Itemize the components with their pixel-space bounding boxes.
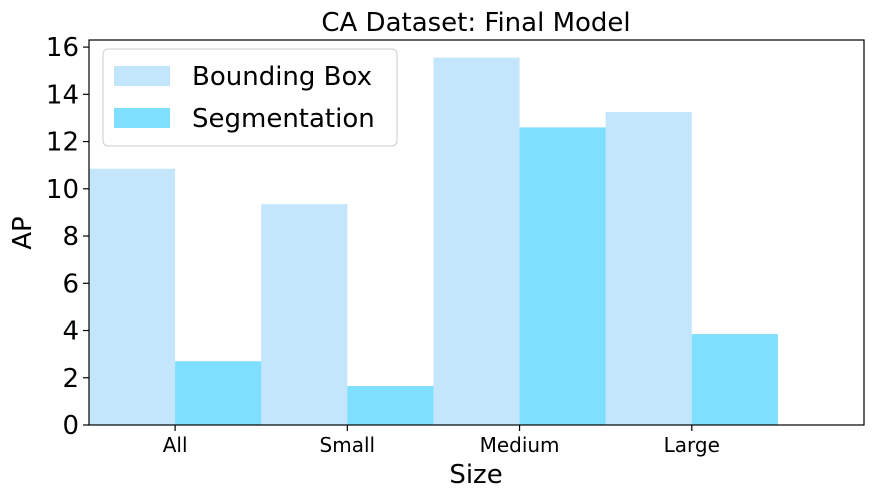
- legend-box: [102, 48, 398, 147]
- y-tick-label: 10: [46, 175, 79, 205]
- segmentation-bar-medium: [519, 127, 606, 425]
- legend-label-bounding-box: Bounding Box: [192, 62, 372, 92]
- y-tick-label: 16: [46, 33, 79, 63]
- y-tick-label: 14: [46, 80, 79, 110]
- y-tick-label: 8: [62, 222, 79, 252]
- y-tick-label: 12: [46, 128, 79, 158]
- segmentation-bar-large: [691, 334, 778, 425]
- segmentation-bar-small: [347, 386, 434, 425]
- legend-label-segmentation: Segmentation: [192, 104, 375, 134]
- x-tick-label-large: Large: [664, 433, 720, 457]
- y-tick-label: 4: [62, 317, 79, 347]
- bbox-bar-small: [261, 204, 348, 425]
- segmentation-bar-all: [175, 361, 262, 425]
- x-tick-label-all: All: [163, 433, 188, 457]
- x-tick-label-medium: Medium: [480, 433, 560, 457]
- legend: Bounding Box Segmentation: [102, 48, 398, 147]
- y-axis-label: AP: [8, 216, 38, 249]
- x-axis-label: Size: [449, 460, 502, 490]
- x-axis: All Small Medium Large: [163, 425, 720, 457]
- bars-layer: [89, 57, 778, 426]
- y-axis: 0 2 4 6 8 10 12 14 16: [46, 33, 89, 441]
- y-tick-label: 2: [62, 364, 79, 394]
- legend-swatch-bounding-box: [114, 66, 170, 86]
- chart-title: CA Dataset: Final Model: [321, 8, 630, 38]
- bbox-bar-large: [605, 112, 692, 425]
- y-tick-label: 6: [62, 269, 79, 299]
- bbox-bar-all: [89, 168, 176, 425]
- legend-swatch-segmentation: [114, 108, 170, 128]
- y-tick-label: 0: [62, 411, 79, 441]
- x-tick-label-small: Small: [320, 433, 376, 457]
- bbox-bar-medium: [433, 57, 520, 426]
- plot-frame: [88, 39, 865, 426]
